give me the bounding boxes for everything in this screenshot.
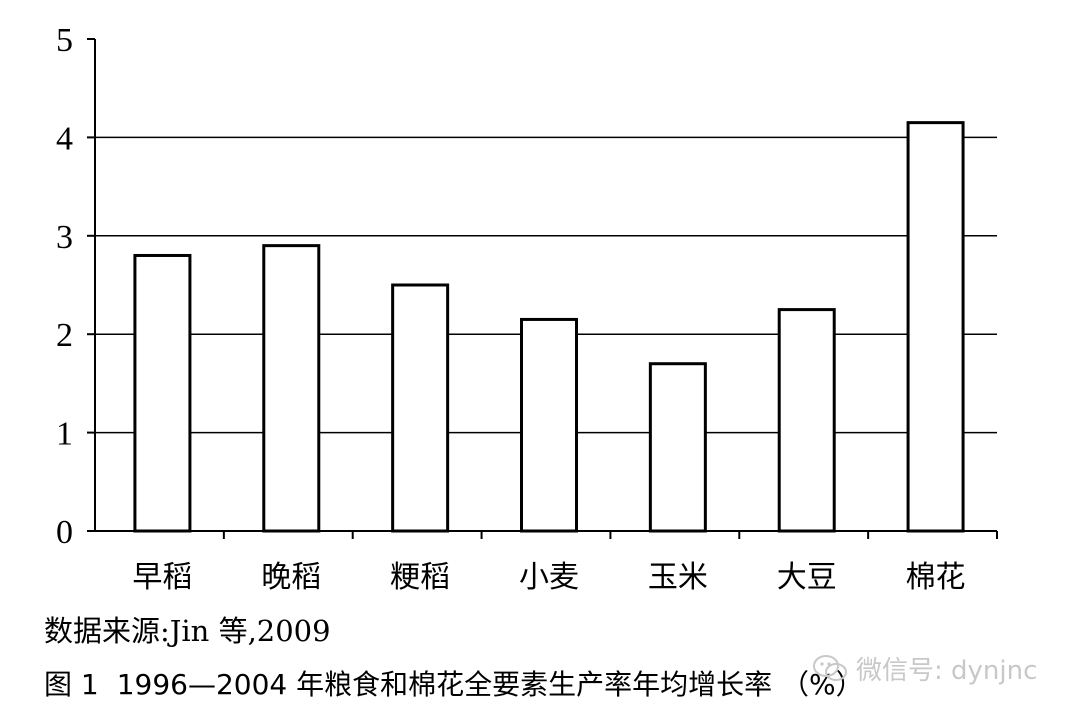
watermark: 微信号: dynjnc (812, 650, 1037, 687)
bar-chart: 0 1 2 3 4 5 早稻 晚稻 粳稻 小麦 玉米 大豆 棉花 (56, 22, 998, 595)
y-tick-label: 4 (56, 120, 73, 157)
y-tick-label: 5 (56, 22, 73, 59)
x-category-labels: 早稻 晚稻 粳稻 小麦 玉米 大豆 棉花 (132, 560, 965, 595)
wechat-icon (813, 654, 847, 681)
x-category-label: 棉花 (906, 560, 966, 595)
y-tick-labels: 0 1 2 3 4 5 (56, 22, 73, 551)
bar (391, 283, 450, 533)
figure-caption: 图 1 1996—2004 年粮食和棉花全要素生产率年均增长率 （%） (44, 663, 882, 703)
x-category-label: 大豆 (777, 560, 837, 595)
x-category-label: 早稻 (132, 560, 192, 595)
y-tick-label: 2 (56, 317, 73, 354)
x-category-label: 玉米 (648, 560, 708, 595)
y-tick-label: 0 (56, 514, 73, 551)
watermark-text: 微信号: dynjnc (856, 656, 1038, 686)
figure-number: 图 1 (44, 668, 99, 701)
bars (133, 121, 965, 533)
y-tick-label: 1 (56, 416, 73, 453)
x-category-label: 晚稻 (261, 560, 321, 595)
bar (777, 308, 836, 533)
axes (87, 38, 998, 539)
data-source-note: 数据来源:Jin 等,2009 (44, 614, 331, 648)
figure-title: 1996—2004 年粮食和棉花全要素生产率年均增长率 （%） (116, 668, 864, 701)
bar (906, 121, 965, 533)
y-tick-label: 3 (56, 219, 73, 256)
bar (133, 253, 192, 533)
bar (648, 362, 707, 533)
x-category-label: 小麦 (519, 560, 579, 595)
x-category-label: 粳稻 (390, 560, 450, 595)
bar (262, 244, 321, 533)
bar (520, 317, 578, 533)
